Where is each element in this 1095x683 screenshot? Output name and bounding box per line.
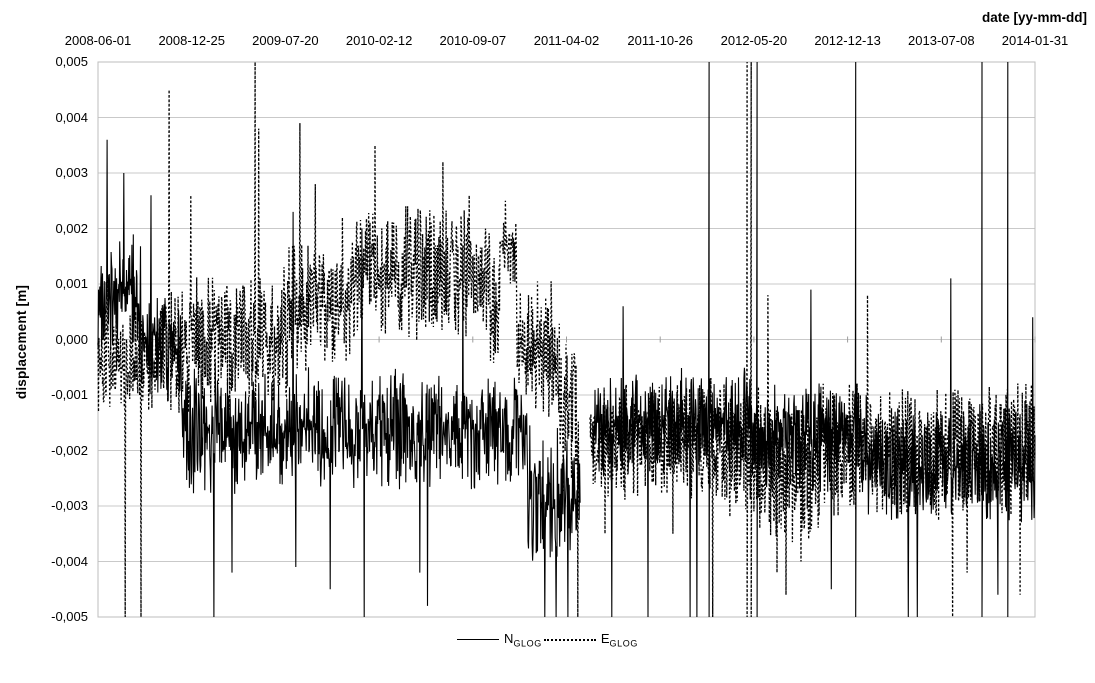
legend-solid-line-sample [457, 639, 500, 641]
y-tick-label: -0,003 [51, 498, 88, 513]
y-tick-label: 0,001 [55, 276, 88, 291]
legend: NGLOG EGLOG [0, 631, 1095, 649]
legend-n-sub: GLOG [513, 638, 542, 649]
x-tick-label: 2012-12-13 [814, 33, 881, 48]
x-tick-label: 2011-04-02 [533, 33, 600, 48]
y-tick-label: -0,001 [51, 387, 88, 402]
x-tick-label: 2014-01-31 [1001, 33, 1069, 48]
x-tick-label: 2008-12-25 [158, 33, 225, 48]
x-tick-label: 2012-05-20 [720, 33, 788, 48]
y-tick-label: 0,002 [55, 220, 88, 236]
x-tick-label: 2009-07-20 [252, 33, 319, 48]
x-tick-label: 2011-10-26 [627, 33, 693, 48]
y-tick-label: -0,002 [51, 442, 88, 458]
legend-e-main: E [600, 631, 610, 646]
y-tick-label: 0,000 [55, 331, 88, 347]
y-tick-label: 0,004 [55, 109, 88, 125]
y-tick-label: 0,003 [55, 165, 88, 180]
x-tick-label: 2010-09-07 [439, 33, 507, 48]
x-tick-label: 2010-02-12 [345, 33, 413, 48]
y-tick-label: 0,005 [55, 54, 88, 69]
x-axis-title: date [yy-mm-dd] [981, 10, 1087, 25]
y-tick-label: -0,005 [51, 609, 88, 624]
legend-n-main: N [504, 631, 514, 646]
series-N_GLOG [97, 61, 1036, 618]
x-tick-label: 2008-06-01 [64, 33, 132, 48]
legend-e-sub: GLOG [609, 638, 638, 649]
series-E_GLOG [97, 61, 1036, 618]
x-tick-label: 2013-07-08 [908, 33, 975, 48]
y-tick-label: -0,004 [51, 553, 88, 569]
legend-label-n: NGLOG [504, 631, 542, 649]
legend-dashed-line-sample [543, 638, 596, 641]
legend-label-e: EGLOG [601, 631, 638, 649]
